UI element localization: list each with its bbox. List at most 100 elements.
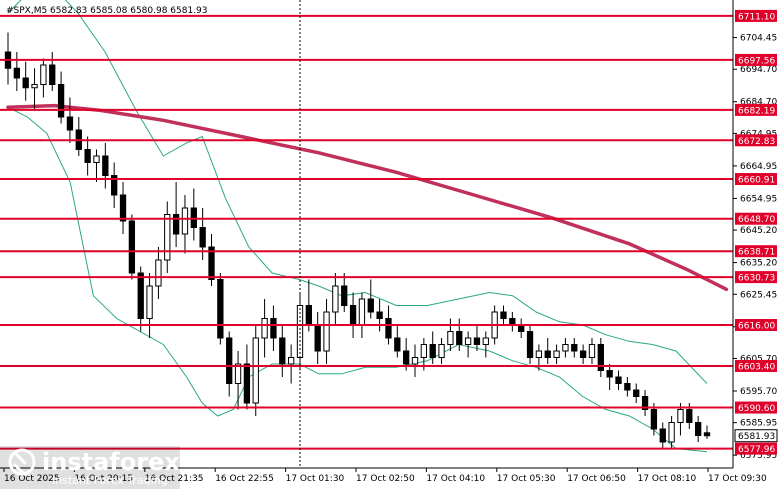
candle [438,338,445,364]
y-tick-label: 6635.20 [740,259,777,269]
candle [119,182,127,234]
candle-body [411,357,419,365]
y-tick-label: 6575.95 [740,451,777,461]
candle [93,149,100,182]
candle-body [703,432,711,437]
level-label-text: 6603.40 [738,362,775,372]
candle-body [314,324,321,352]
candle-body [615,376,622,384]
candle [252,325,259,416]
candle-body [155,259,162,287]
y-tick-label: 6595.70 [740,387,777,397]
candle [234,351,242,410]
candle-body [305,305,312,326]
candle-body [279,337,286,365]
candle-body [31,84,38,89]
candle [411,344,419,377]
candle [270,305,277,351]
candle [659,422,666,449]
candle [226,331,233,397]
candle [13,52,21,91]
candle-body [650,409,658,430]
level-label: 6638.71 [735,245,777,258]
candle [615,370,622,390]
level-label: 6672.83 [735,134,777,147]
x-tick-label: 17 Oct 05:30 [497,474,556,484]
candle [703,425,711,439]
candle [447,318,454,351]
candle-body [500,311,507,319]
candle [128,214,136,280]
level-label-text: 6630.73 [738,274,775,284]
level-label-text: 6682.19 [738,106,775,116]
level-label-background [735,442,777,455]
level-label-text: 6616.00 [738,322,775,332]
candle [367,279,374,319]
candle-body [102,155,109,176]
candle [243,344,251,410]
candle [279,325,286,377]
candle [261,299,268,358]
candle-body [146,285,153,319]
candle [694,416,702,442]
level-label-background [735,173,777,186]
logo-tagline: Instant Forex Trading [52,474,168,487]
level-label: 6660.91 [735,173,777,186]
level-labels: 6711.10 6697.56 6682.19 6672.83 6660.91 6648.… [735,9,777,455]
candle-body [234,363,242,384]
y-tick-label: 6664.95 [740,162,777,172]
candle-body [93,155,100,163]
candle [57,71,65,124]
horizontal-levels [0,14,733,450]
candle [473,325,481,351]
candle [287,344,295,384]
candle [482,331,489,358]
candle [376,299,383,332]
candle-body [243,363,251,404]
candle-body [553,350,560,358]
candle [66,97,74,143]
candle-body [172,214,180,235]
chart-title: #SPX,M5 6582.83 6585.08 6580.98 6581.93 [6,6,208,16]
level-label: 6590.60 [735,401,777,414]
candle [597,338,604,377]
candle-body [13,67,21,79]
candle [429,331,436,364]
candle-body [677,409,684,423]
candle-body [571,344,578,352]
candle [341,273,348,312]
candle-body [270,318,277,339]
y-tick-label: 6605.70 [740,354,777,364]
candle-body [606,370,613,378]
level-label: 6697.56 [735,53,777,66]
y-tick-label: 6694.70 [740,65,777,75]
candle-body [464,337,472,345]
candle-body [226,337,233,384]
candle-body [385,318,392,339]
level-label: 6682.19 [735,103,777,116]
candle [31,68,38,111]
candle-body [686,409,693,423]
candle [164,201,171,273]
level-label-text: 6660.91 [738,176,775,186]
x-axis-ticks: 16 Oct 2025 16 Oct 20:15 16 Oct 21:35 16 Oc… [3,468,767,484]
level-label: 6648.70 [735,212,777,225]
candle [562,338,569,358]
candle [172,182,180,247]
y-tick-label: 6585.95 [740,419,777,429]
logo-brand: instaforex [42,448,180,476]
candle [668,416,675,449]
bollinger-lower-line [7,106,708,453]
level-label-background [735,212,777,225]
candle-body [526,331,534,358]
level-label-background [735,245,777,258]
level-label: 6630.73 [735,271,777,284]
candle-body [535,350,543,358]
current-price-background [734,429,778,443]
candle-body [40,64,47,85]
candle-body [473,337,481,345]
y-tick-label: 6654.95 [740,194,777,204]
candle [553,344,560,364]
x-tick-label: 17 Oct 08:10 [638,474,697,484]
